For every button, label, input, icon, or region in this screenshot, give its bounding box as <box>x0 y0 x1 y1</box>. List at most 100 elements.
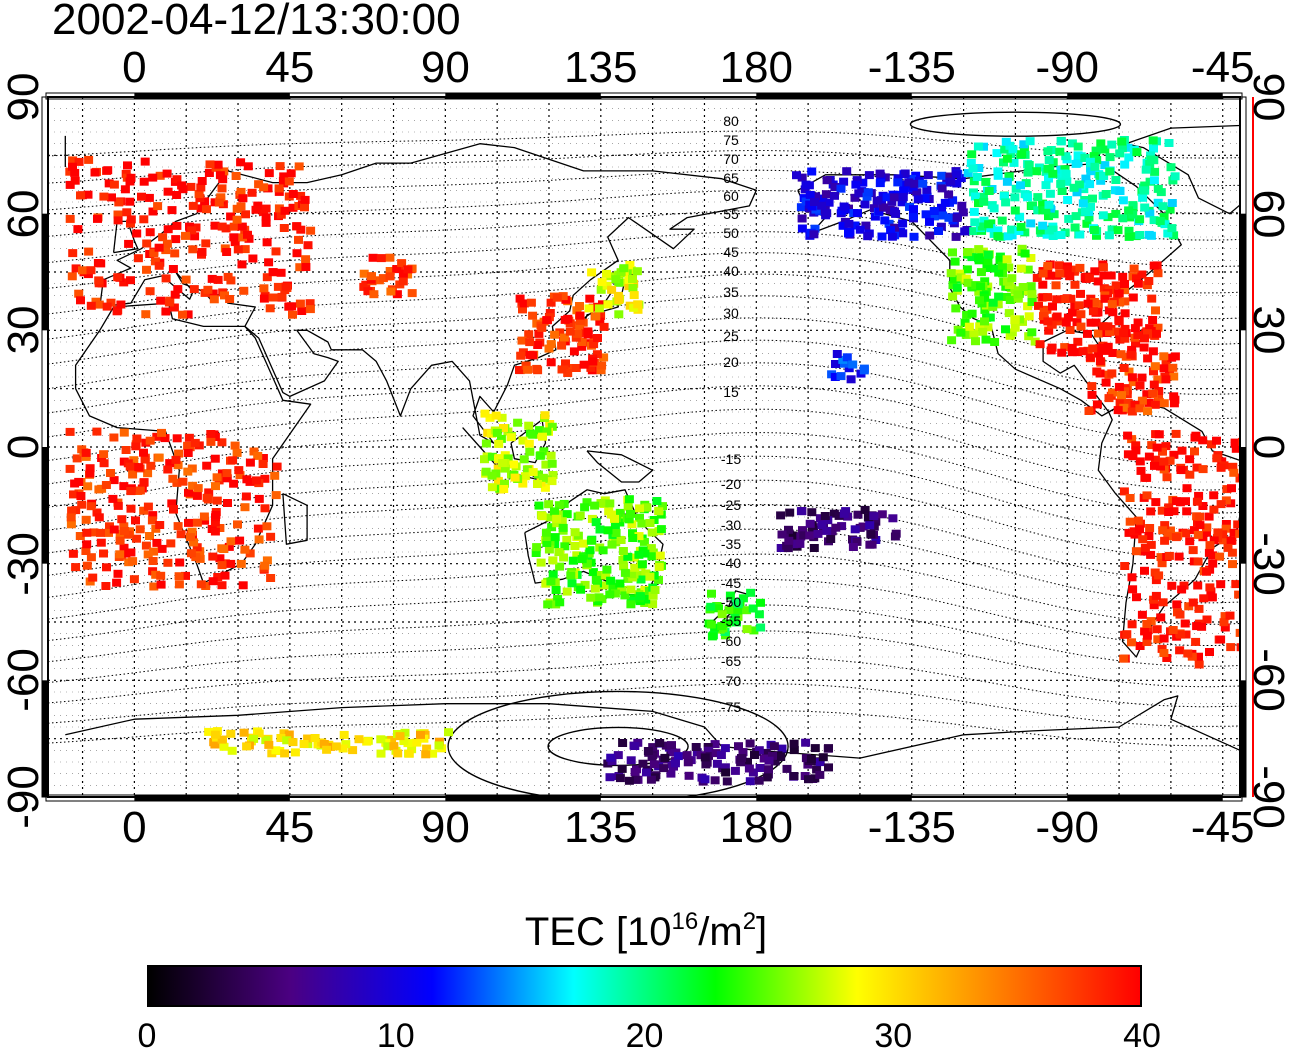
tec-pixel <box>1194 604 1204 613</box>
tec-pixel <box>812 765 822 774</box>
tec-pixel <box>967 253 977 262</box>
tec-pixel <box>952 179 962 188</box>
tec-pixel <box>1120 297 1130 306</box>
tec-pixel <box>637 560 647 569</box>
tec-pixel <box>68 249 78 258</box>
tec-pixel <box>1124 153 1134 162</box>
tec-pixel <box>1169 231 1179 240</box>
tec-pixel <box>1137 610 1147 619</box>
tec-pixel <box>1161 442 1171 451</box>
tec-pixel <box>1148 347 1158 356</box>
tec-pixel <box>810 198 819 206</box>
tec-pixel <box>1098 211 1108 220</box>
tec-pixel <box>1072 188 1082 197</box>
tec-pixel <box>1195 521 1205 530</box>
tec-pixel <box>589 340 599 349</box>
tec-pixel <box>183 449 193 457</box>
tec-pixel <box>1165 205 1175 214</box>
tec-pixel <box>210 518 220 527</box>
tec-pixel <box>1101 378 1111 387</box>
tec-pixel <box>172 191 182 199</box>
tec-pixel <box>1119 654 1129 663</box>
tec-pixel <box>628 534 638 542</box>
tec-pixel <box>510 473 520 482</box>
tec-pixel <box>1008 145 1018 154</box>
tec-pixel <box>226 537 236 546</box>
tec-pixel <box>801 754 811 763</box>
tec-pixel <box>756 598 765 607</box>
tec-pixel <box>149 582 159 591</box>
tec-pixel <box>515 294 525 303</box>
tec-pixel <box>605 590 615 599</box>
tec-pixel <box>797 214 807 223</box>
tec-pixel <box>1071 159 1081 168</box>
tec-pixel <box>212 473 222 482</box>
tec-pixel <box>993 167 1003 176</box>
tec-pixel <box>877 232 887 241</box>
tec-pixel <box>1133 516 1143 525</box>
tec-pixel <box>846 375 856 384</box>
tec-pixel <box>292 249 302 258</box>
tec-pixel <box>1150 400 1160 409</box>
tec-pixel <box>870 212 880 221</box>
tec-pixel <box>541 460 551 469</box>
tec-pixel <box>362 737 372 746</box>
tec-pixel <box>519 299 529 308</box>
tec-pixel <box>567 579 577 588</box>
tec-pixel <box>273 282 283 291</box>
tec-pixel <box>1149 380 1159 389</box>
tec-pixel <box>1003 232 1013 241</box>
tec-pixel <box>200 516 210 525</box>
tec-pixel <box>213 573 223 581</box>
tec-pixel <box>1140 473 1150 482</box>
tec-pixel <box>1146 550 1156 559</box>
tec-pixel <box>1066 294 1076 303</box>
tec-pixel <box>1144 452 1154 461</box>
tec-pixel <box>746 588 756 597</box>
tec-pixel <box>1162 473 1172 482</box>
tec-pixel <box>557 341 567 350</box>
tec-pixel <box>762 773 772 782</box>
lat-right-label: -30 <box>1244 531 1292 596</box>
tec-pixel <box>619 562 629 571</box>
tec-pixel <box>1015 212 1025 221</box>
tec-pixel <box>1113 406 1123 415</box>
tec-pixel <box>1140 566 1149 575</box>
tec-pixel <box>1127 620 1137 629</box>
tec-pixel <box>759 754 769 763</box>
tec-pixel <box>754 610 764 619</box>
tec-pixel <box>554 501 564 510</box>
tec-pixel <box>188 201 198 210</box>
tec-pixel <box>1017 244 1027 253</box>
tec-pixel <box>1169 450 1179 459</box>
tec-pixel <box>192 491 202 500</box>
tec-pixel <box>253 524 263 533</box>
tec-pixel <box>171 235 181 244</box>
tec-pixel <box>518 479 528 488</box>
tec-pixel <box>910 179 920 188</box>
tec-pixel <box>217 222 227 231</box>
tec-pixel <box>1007 225 1017 234</box>
tec-pixel <box>279 172 289 181</box>
tec-pixel <box>909 232 919 241</box>
tec-pixel <box>399 737 409 746</box>
tec-pixel <box>626 600 636 609</box>
tec-pixel <box>637 519 647 528</box>
tec-pixel <box>577 555 587 564</box>
tec-pixel <box>769 742 779 751</box>
tec-pixel <box>389 742 399 751</box>
tec-pixel <box>537 323 547 332</box>
tec-pixel <box>354 735 364 744</box>
tec-pixel <box>972 173 982 181</box>
tec-pixel <box>721 768 731 777</box>
tec-pixel <box>1124 232 1134 241</box>
tec-pixel <box>822 176 832 185</box>
tec-pixel <box>851 180 861 189</box>
tec-pixel <box>613 751 623 760</box>
tec-pixel <box>117 515 127 524</box>
coastline <box>797 162 1182 417</box>
tec-pixel <box>546 577 556 586</box>
tec-pixel <box>103 166 113 175</box>
tec-pixel <box>1216 463 1226 472</box>
tec-pixel <box>119 543 129 552</box>
